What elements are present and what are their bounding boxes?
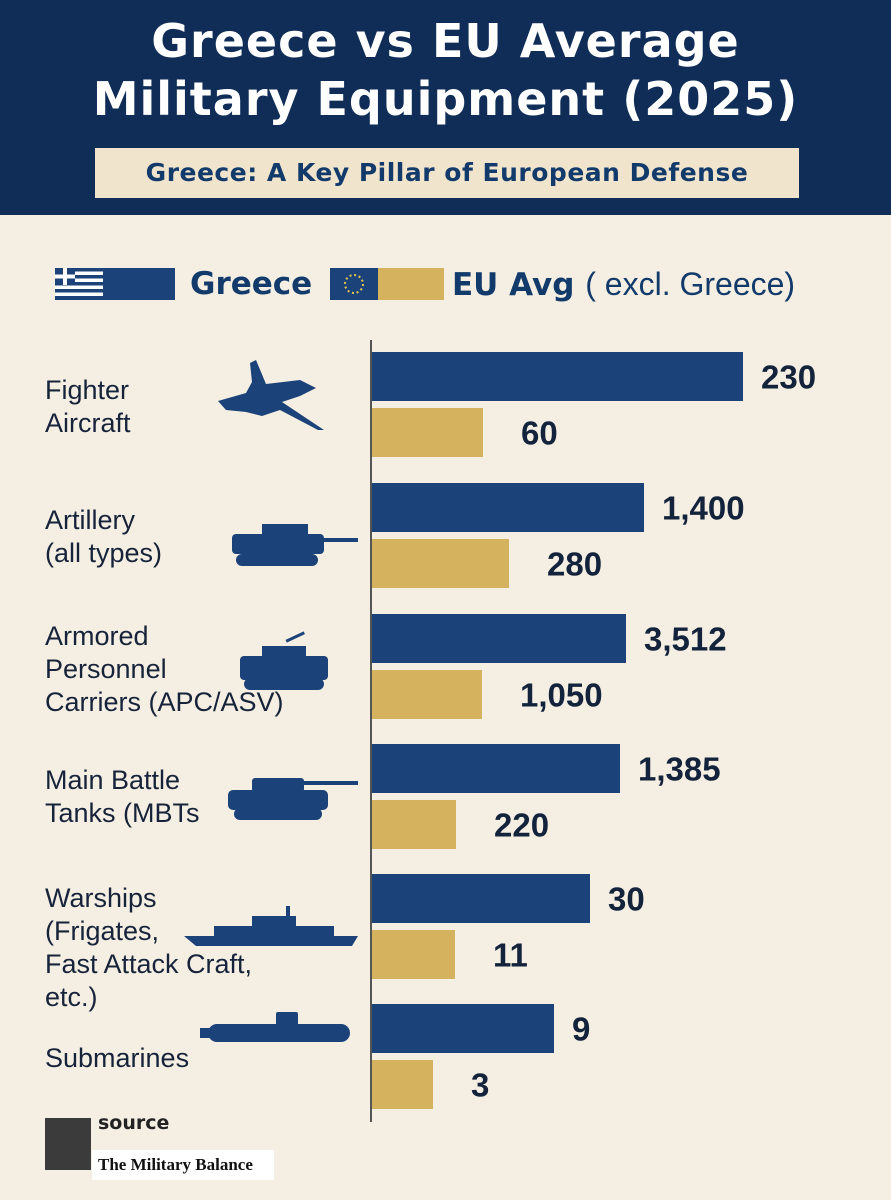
category-label-line: Artillery	[45, 505, 136, 535]
eu-value-label-4: 11	[493, 937, 528, 974]
title-line-2: Military Equipment (2025)	[92, 72, 799, 126]
bar-group: 230 1,400 3,512 1,385 30 9 60 280 1,050 220 11 3	[372, 352, 816, 1109]
greece-value-label-5: 9	[572, 1011, 590, 1048]
category-label-line: Armored	[45, 621, 149, 651]
eu-value-label-5: 3	[471, 1067, 489, 1104]
category-label-line: Submarines	[45, 1043, 190, 1073]
greece-value-label-4: 30	[608, 881, 645, 918]
category-label-line: etc.)	[45, 982, 98, 1012]
subtitle: Greece: A Key Pillar of European Defense	[95, 148, 799, 198]
category-label-4: Warships (Frigates, Fast Attack Craft, etc.…	[45, 882, 252, 1014]
legend-swatch-eu	[378, 268, 444, 300]
category-label-line: Carriers (APC/ASV)	[45, 687, 284, 717]
category-label-line: Aircraft	[45, 408, 131, 438]
category-label-5: Submarines	[45, 1042, 189, 1075]
legend-greece-label: Greece	[190, 266, 313, 302]
greece-value-label-0: 230	[761, 359, 816, 396]
eu-value-label-2: 1,050	[520, 677, 603, 714]
legend-eu-note: ( excl. Greece)	[585, 266, 796, 302]
greece-value-label-3: 1,385	[638, 751, 721, 788]
apc-icon	[240, 631, 328, 690]
category-label-line: Fighter	[45, 375, 130, 405]
warship-icon	[184, 906, 358, 946]
eu-bar-0	[372, 408, 483, 457]
category-label-line: Main Battle	[45, 765, 181, 795]
eu-bar-2	[372, 670, 482, 719]
eu-value-label-0: 60	[521, 415, 558, 452]
artillery-icon	[232, 524, 358, 566]
category-label-line: (Frigates,	[45, 916, 160, 946]
greece-value-label-1: 1,400	[662, 490, 745, 527]
fighter-jet-icon	[218, 360, 324, 430]
category-label-line: Fast Attack Craft,	[45, 949, 253, 979]
eu-bar-5	[372, 1060, 433, 1109]
source-logo	[45, 1118, 91, 1170]
eu-bar-4	[372, 930, 455, 979]
greece-bar-3	[372, 744, 620, 793]
title-line-1: Greece vs EU Average	[151, 14, 740, 68]
category-label-line: (all types)	[45, 538, 163, 568]
greece-bar-5	[372, 1004, 554, 1053]
legend-swatch-greece	[103, 268, 175, 300]
legend-eu-label: EU Avg ( excl. Greece)	[452, 262, 795, 307]
category-label-3: Main Battle Tanks (MBTs	[45, 764, 200, 830]
greece-flag-icon	[55, 268, 103, 300]
eu-bar-1	[372, 539, 509, 588]
category-label-line: Warships	[45, 883, 157, 913]
greece-bar-0	[372, 352, 743, 401]
legend-eu-name: EU Avg	[452, 267, 575, 303]
category-label-line: Personnel	[45, 654, 167, 684]
page-title: Greece vs EU Average Military Equipment …	[0, 12, 891, 128]
category-label-line: Tanks (MBTs	[45, 798, 200, 828]
greece-bar-4	[372, 874, 590, 923]
source-label: source	[98, 1112, 170, 1134]
greece-bar-1	[372, 483, 644, 532]
eu-flag-icon	[330, 268, 378, 300]
category-label-1: Artillery (all types)	[45, 504, 162, 570]
tank-icon	[228, 778, 358, 820]
eu-bar-3	[372, 800, 456, 849]
submarine-icon	[200, 1012, 350, 1042]
category-label-2: Armored Personnel Carriers (APC/ASV)	[45, 620, 284, 719]
eu-value-label-3: 220	[494, 807, 549, 844]
category-label-0: Fighter Aircraft	[45, 374, 131, 440]
eu-value-label-1: 280	[547, 546, 602, 583]
greece-bar-2	[372, 614, 626, 663]
header-banner: Greece vs EU Average Military Equipment …	[0, 0, 891, 215]
greece-value-label-2: 3,512	[644, 621, 727, 658]
source-name: The Military Balance	[92, 1150, 274, 1180]
